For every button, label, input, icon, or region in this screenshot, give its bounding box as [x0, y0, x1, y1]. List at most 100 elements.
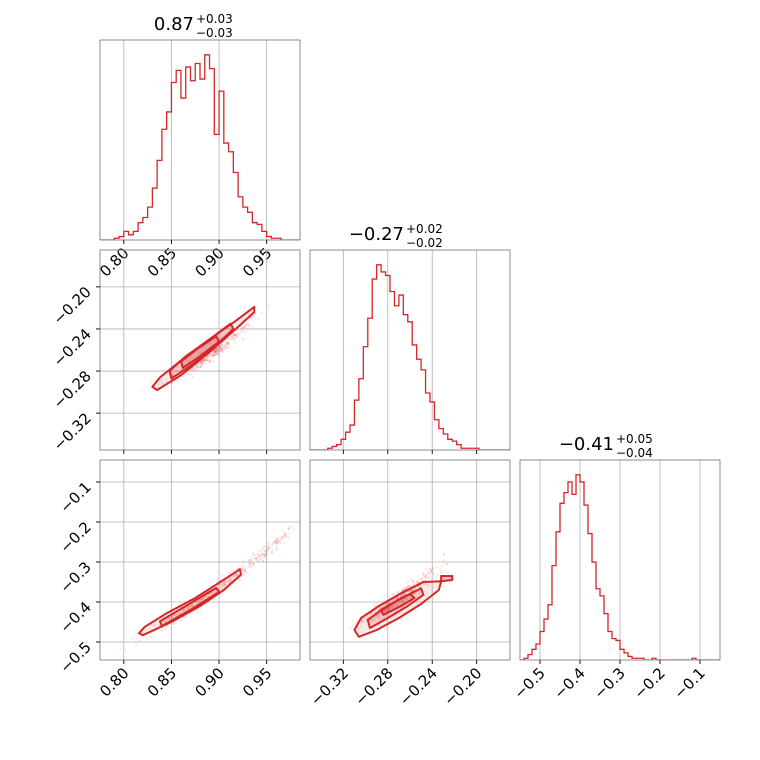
sample-point [237, 332, 240, 335]
sample-point [201, 359, 204, 362]
sample-point [421, 573, 425, 576]
sample-point [192, 368, 195, 371]
sample-point [374, 604, 377, 607]
sample-point [373, 604, 376, 608]
sample-point [224, 341, 228, 345]
sample-point [256, 317, 260, 320]
sample-point [391, 606, 394, 609]
sample-point [445, 562, 448, 565]
histogram-step [100, 54, 300, 240]
plot-area [520, 474, 720, 660]
sample-point [276, 541, 279, 544]
sample-point [222, 345, 225, 348]
sample-point [395, 596, 399, 599]
sample-point [210, 352, 213, 356]
panel-scatter-p2-p3: −0.32 −0.28 −0.24 −0.20 [307, 459, 511, 709]
title-minus-error: −0.03 [196, 26, 233, 40]
sample-point [287, 527, 290, 531]
sample-point [158, 383, 161, 386]
sample-point [250, 310, 253, 313]
sample-point [264, 553, 267, 556]
sample-point [230, 335, 233, 339]
sample-point [161, 629, 164, 632]
sample-point [253, 313, 257, 316]
sample-point [195, 363, 199, 366]
sample-point [253, 557, 256, 560]
sample-point [245, 322, 248, 325]
sample-point [249, 565, 253, 569]
y-tick-label: −0.2 [56, 518, 94, 556]
sample-point [216, 347, 219, 350]
sample-point [215, 352, 219, 356]
sample-point [418, 585, 421, 588]
sample-point [397, 590, 400, 593]
sample-point [135, 633, 138, 636]
sample-point [226, 342, 229, 345]
plot-area [310, 264, 510, 450]
sample-point [200, 361, 203, 365]
sample-point [226, 578, 229, 581]
sample-point [377, 613, 380, 616]
sample-point [262, 547, 265, 550]
sample-point [199, 360, 203, 364]
title-plus-error: +0.05 [616, 432, 653, 446]
sample-point [177, 377, 180, 380]
sample-point [214, 350, 217, 354]
plot-area [100, 54, 300, 240]
sample-point [221, 585, 224, 588]
sample-point [284, 533, 287, 536]
x-tick-label: −0.20 [440, 664, 485, 709]
sample-point [375, 609, 378, 612]
sample-point [241, 570, 244, 573]
sample-point [178, 612, 181, 615]
sample-point [200, 360, 203, 363]
sample-point [187, 607, 190, 610]
sample-point [239, 328, 242, 331]
sample-point [217, 353, 220, 356]
sample-point [232, 335, 236, 339]
sample-point [216, 346, 219, 349]
sample-point [247, 561, 251, 564]
y-tick-label: −0.32 [50, 409, 95, 454]
sample-point [275, 548, 278, 551]
y-tick-label: −0.4 [56, 598, 94, 636]
sample-point [225, 580, 228, 583]
x-tick-label: 0.95 [239, 664, 275, 700]
panel-scatter-p1-p3: 0.80 0.85 0.90 0.95 −0.5−0.4−0.3−0.2−0.1 [56, 459, 301, 700]
sample-point [188, 373, 191, 376]
sample-point [427, 576, 430, 579]
sample-point [167, 618, 171, 621]
sample-point [424, 574, 427, 577]
sample-point [209, 353, 212, 356]
sample-point [274, 541, 277, 544]
sample-point [235, 334, 238, 338]
sample-point [212, 353, 216, 356]
sample-point [422, 571, 425, 575]
sample-point [148, 635, 152, 638]
sample-point [210, 592, 213, 596]
sample-point [199, 363, 202, 366]
sample-point [228, 572, 231, 575]
sample-point [415, 581, 418, 584]
sample-point [252, 563, 255, 566]
sample-point [266, 545, 269, 548]
sample-point [246, 328, 249, 331]
sample-point [388, 607, 391, 610]
sample-point [273, 540, 277, 543]
sample-point [135, 637, 138, 640]
sample-point [204, 359, 207, 363]
sample-point [163, 620, 166, 623]
sample-point [221, 343, 224, 346]
sample-point [284, 534, 287, 537]
sample-point [252, 319, 255, 322]
sample-point [213, 597, 217, 601]
sample-point [403, 593, 406, 596]
sample-point [224, 584, 227, 587]
sample-point [376, 608, 380, 611]
sample-point [428, 572, 431, 575]
sample-point [191, 368, 194, 371]
sample-point [424, 583, 427, 586]
sample-point [219, 349, 222, 352]
sample-point [436, 573, 439, 576]
sample-point [216, 352, 219, 355]
